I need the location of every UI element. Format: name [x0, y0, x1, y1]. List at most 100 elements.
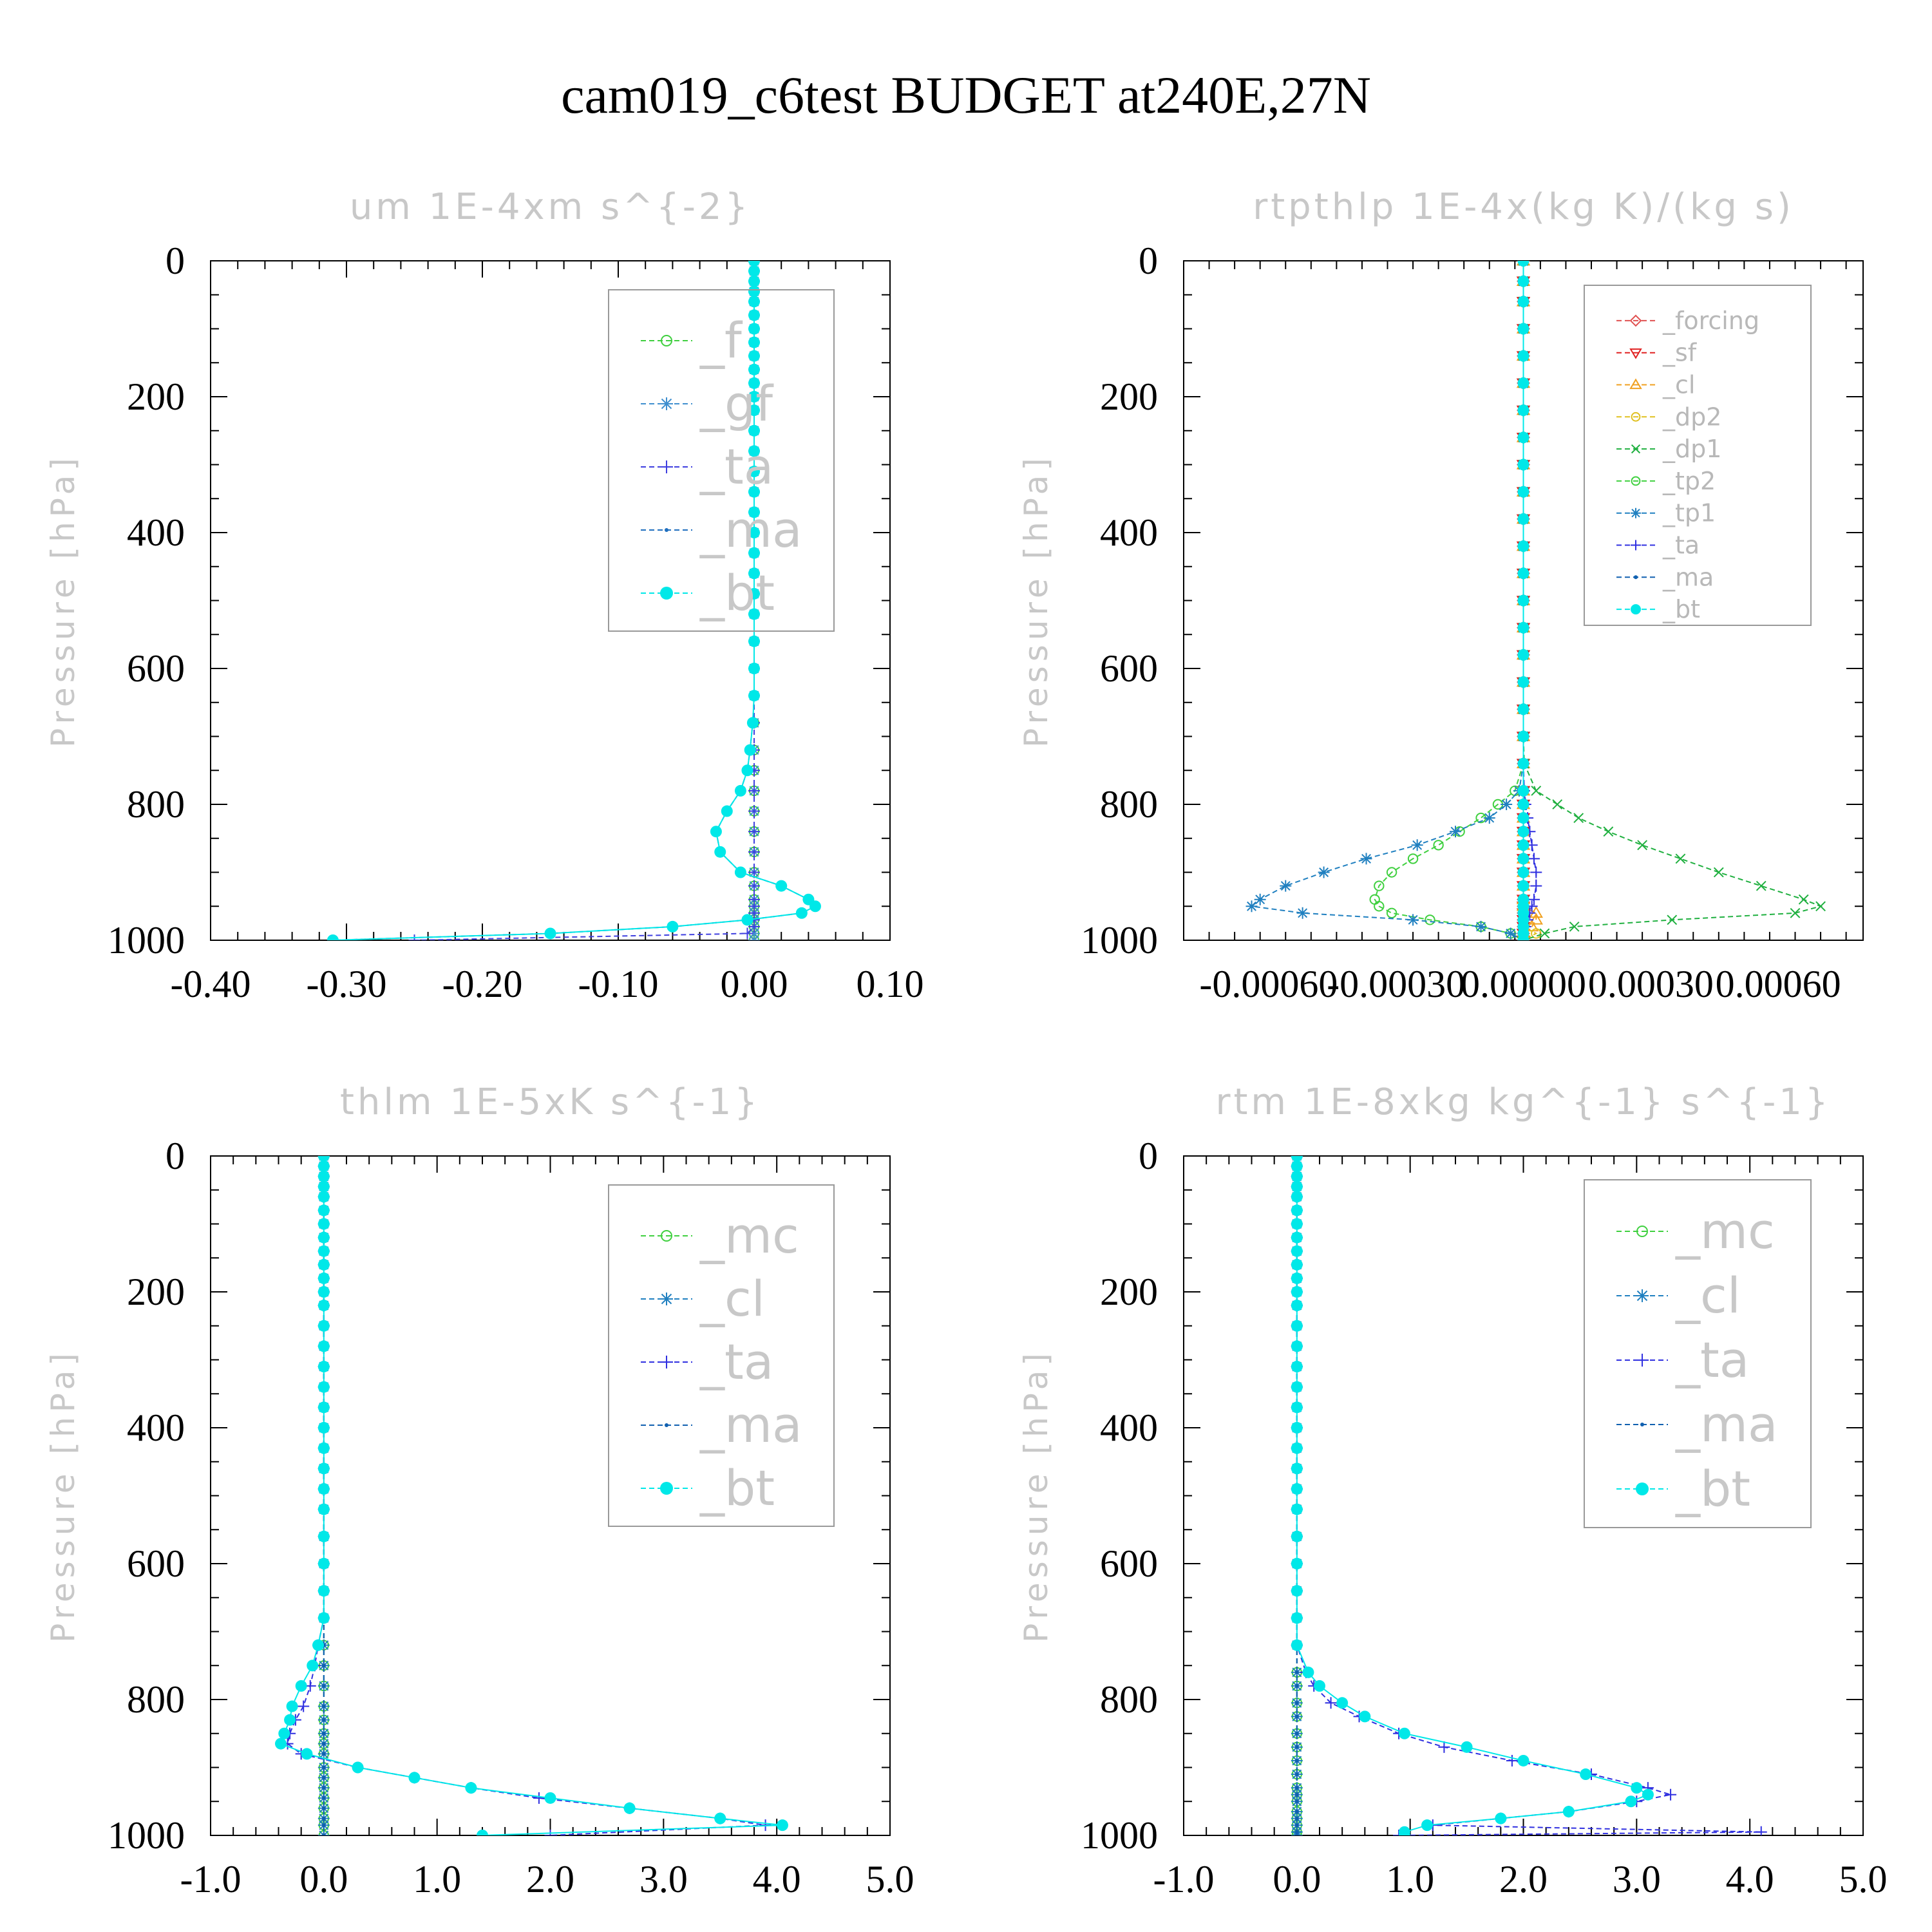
legend-item-dp1: _dp1 [1616, 435, 1721, 463]
legend-marker [665, 1423, 668, 1427]
data-point [321, 1741, 326, 1746]
legend-marker [661, 1230, 672, 1242]
data-point [317, 1191, 330, 1203]
data-point [734, 784, 746, 797]
data-point [1254, 893, 1266, 905]
legend-marker [1629, 348, 1642, 359]
legend-item-mc: _mc [641, 1207, 799, 1264]
data-point [408, 934, 421, 940]
data-point [748, 587, 760, 600]
x-tick-label: 1.0 [1386, 1858, 1434, 1900]
y-tick-label: 0 [1139, 1135, 1158, 1177]
legend-label: _dp2 [1662, 402, 1721, 431]
legend-marker [1631, 540, 1641, 551]
legend-item-cl: _cl [1616, 1267, 1741, 1324]
legend-box [1584, 1179, 1812, 1528]
legend-marker [1631, 507, 1641, 518]
data-point [1506, 1754, 1518, 1766]
data-point [1291, 1180, 1303, 1193]
data-point [748, 350, 760, 362]
data-point [1517, 866, 1530, 878]
legend-marker [660, 397, 673, 410]
data-point [748, 424, 760, 437]
data-point [1291, 1401, 1303, 1414]
y-tick-label: 1000 [108, 1814, 185, 1857]
data-point [1675, 853, 1686, 864]
legend-marker [1631, 604, 1641, 615]
data-point [748, 445, 760, 457]
data-point [1291, 1530, 1303, 1542]
data-point [795, 907, 808, 919]
legend-item-mc: _mc [1616, 1202, 1775, 1260]
y-tick-label: 800 [127, 1678, 185, 1721]
data-point [748, 336, 760, 348]
data-point [776, 1819, 788, 1832]
legend-item-ma: _ma [641, 501, 802, 558]
y-tick-label: 400 [127, 1406, 185, 1449]
data-point [1294, 1830, 1299, 1834]
x-tick-label: 0.0 [1273, 1858, 1321, 1900]
data-point [278, 1727, 290, 1739]
legend-marker [1629, 378, 1642, 390]
data-point [1517, 799, 1530, 810]
data-point [321, 1823, 326, 1828]
x-tick-label: -0.00060 [1199, 963, 1338, 1005]
data-point [1386, 867, 1397, 878]
data-point [1291, 1191, 1303, 1203]
data-point [1531, 928, 1542, 939]
x-tick-label: -0.20 [442, 963, 523, 1005]
legend-label: _ta [699, 438, 773, 495]
data-point [317, 1482, 330, 1495]
legend: _mc _cl _ta _ma_bt [608, 1184, 835, 1527]
data-point [1501, 799, 1513, 810]
data-point [1374, 901, 1385, 912]
data-point [1280, 880, 1292, 892]
data-point [748, 934, 760, 940]
data-point [1517, 323, 1530, 335]
series-bt [1291, 1156, 1654, 1835]
data-point [1425, 914, 1435, 925]
y-tick-label: 0 [1139, 240, 1158, 282]
series-line [1250, 261, 1524, 940]
series-line [1296, 1156, 1650, 1835]
data-point [1517, 567, 1530, 580]
data-point [317, 1258, 330, 1271]
data-point [312, 1639, 325, 1651]
legend-item-ma: _ma [641, 1396, 802, 1454]
data-point [1475, 920, 1487, 933]
legend-marker [1631, 476, 1641, 486]
y-tick-label: 800 [127, 783, 185, 826]
data-point [1517, 853, 1530, 865]
y-tick-label: 200 [127, 375, 185, 418]
data-point [1291, 1503, 1303, 1515]
data-point [321, 1806, 326, 1810]
data-point [317, 1361, 330, 1373]
data-point [1291, 1160, 1303, 1172]
legend-box [1584, 285, 1812, 626]
panel-title: rtm 1E-8xkg kg^{-1} s^{-1} [1215, 1081, 1831, 1123]
legend-label: _ma [699, 501, 802, 558]
tick-marks [210, 260, 891, 941]
data-point [1517, 540, 1530, 553]
legend-box [608, 1184, 835, 1527]
panels: um 1E-4xm s^{-2} Pressure [hPa] 0 200 400 600… [44, 186, 1888, 1900]
data-point [1296, 907, 1309, 919]
data-point [1528, 893, 1540, 905]
data-point [744, 744, 756, 756]
x-tick-label: -0.10 [578, 963, 659, 1005]
data-point [1407, 914, 1419, 926]
data-point [741, 764, 753, 777]
data-point [748, 275, 760, 287]
data-point [1517, 649, 1530, 661]
data-point [477, 1830, 488, 1835]
data-point [1294, 1731, 1299, 1736]
data-point [1517, 621, 1530, 634]
data-point [284, 1714, 296, 1726]
data-point [317, 1442, 330, 1454]
data-point [1517, 826, 1530, 838]
y-tick-label: 200 [1100, 375, 1158, 418]
data-point [1291, 1258, 1303, 1271]
data-point [321, 1663, 326, 1668]
data-point [1667, 914, 1678, 925]
x-tick-label: 0.00030 [1588, 963, 1714, 1005]
